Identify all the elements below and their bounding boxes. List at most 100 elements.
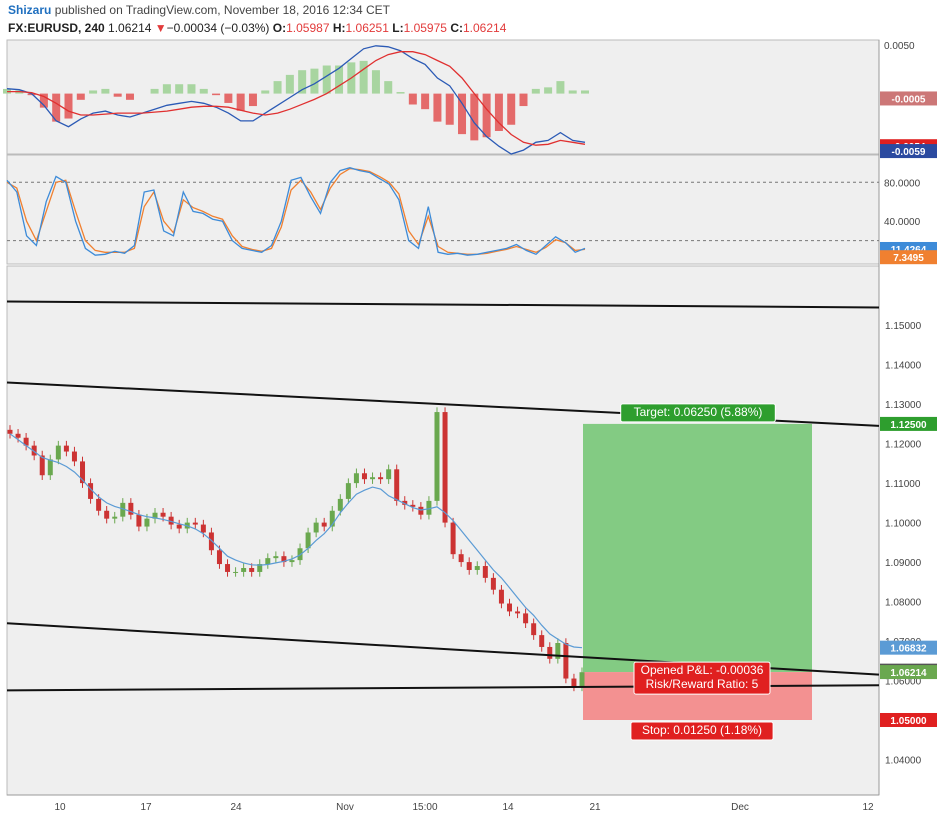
stoch-tick-label: 40.0000 [884,217,921,228]
candle-body [370,477,376,480]
candle-body [321,522,327,527]
candle-body [498,589,504,604]
candle-body [506,603,512,612]
change-value: −0.00034 (−0.03%) [166,21,270,35]
macd-price-label: -0.0059 [892,147,926,158]
author-name[interactable]: Shizaru [8,3,52,17]
target-zone [583,423,812,673]
pnl-label: Risk/Reward Ratio: 5 [646,677,759,691]
symbol-name[interactable]: FX:EURUSD, 240 [8,21,105,35]
price-tick-label: 1.11000 [885,479,921,490]
candle-body [281,556,287,563]
time-tick-label: 21 [589,802,601,813]
macd-price-label-bg [880,91,937,106]
candle-body [104,510,110,519]
candle-body [71,451,77,462]
price-axis-label: 1.06832 [890,644,927,655]
high-value: 1.06251 [345,21,389,35]
price-axis-label: 1.05000 [890,716,927,727]
candle-body [96,498,102,511]
price-tick-label: 1.15000 [885,321,922,332]
candle-body [523,613,529,624]
price-tick-label: 1.10000 [885,519,922,530]
candle-body [23,437,29,446]
candle-body [63,445,69,452]
candle-body [353,473,359,484]
macd-tick-label: 0.0050 [884,41,915,52]
candle-body [305,532,311,549]
candle-body [337,498,343,511]
price-axis-label-bg [880,640,937,655]
candle-body [80,461,86,484]
macd-price-label-bg [880,144,937,159]
candle-body [297,548,303,561]
candle-body [233,571,239,573]
candle-body [426,500,432,515]
price-axis-label-bg [880,416,937,431]
candle-body [579,672,585,687]
macd-line [6,45,586,155]
time-tick-label: Dec [731,802,749,813]
candle-body [39,455,45,476]
candle-body [345,483,351,499]
pane-2-background [6,154,880,265]
candle-body [273,556,279,559]
target-label: Target: 0.06250 (5.88%) [634,405,763,419]
candle-body [571,678,577,687]
candle-body [531,623,537,636]
candle-body [128,502,134,515]
candle-body [410,504,416,507]
signal-line [7,51,586,146]
high-label: H: [332,21,346,35]
candle-body [15,433,21,438]
price-axis-label-bg [880,665,937,680]
price-tick-label: 1.12000 [885,440,922,451]
candle-body [88,483,94,499]
candle-body [31,445,37,456]
target-label-box [620,403,776,423]
candle-body [474,566,480,570]
last-price: 1.06214 [108,21,152,35]
published-text: published on TradingView.com, November 1… [54,3,391,17]
open-value: 1.05987 [286,21,330,35]
trend-line [6,300,880,309]
pnl-label: Opened P&L: -0.00036 [641,663,764,677]
candle-body [176,524,182,529]
candle-body [378,477,384,480]
stoch-k-line [6,167,586,256]
price-tick-label: 1.13000 [885,400,922,411]
candle-body [402,500,408,505]
publish-line: Shizaru published on TradingView.com, No… [8,3,390,17]
price-axis-label-bg [880,712,937,727]
candle-body [120,502,126,517]
candle-body [482,566,488,578]
candle-body [249,568,255,572]
candle-body [313,522,319,533]
time-tick-label: 10 [54,802,66,813]
candle-body [466,562,472,570]
time-tick-label: 17 [140,802,152,813]
candle-body [555,643,561,659]
pane-1-background [6,39,880,155]
candle-body [515,611,521,614]
change-arrow-icon: ▼ [154,21,167,35]
symbol-legend: FX:EURUSD, 240 1.06214 ▼−0.00034 (−0.03%… [8,21,506,35]
candle-body [289,560,295,563]
candle-body [386,469,392,480]
close-label: C: [450,21,463,35]
candle-body [208,532,214,551]
price-axis-label: 1.06214 [890,668,927,679]
candle-body [200,524,206,533]
candle-body [160,512,166,517]
candle-body [192,522,198,525]
price-tick-label: 1.06000 [885,677,922,688]
candle-body [55,445,61,460]
price-tick-label: 1.08000 [885,598,922,609]
candle-body [547,646,553,659]
candle-body [450,522,456,555]
candle-body [168,516,174,525]
candle-body [136,514,142,527]
stoch-tick-label: 80.0000 [884,178,921,189]
price-tick-label: 1.09000 [885,558,922,569]
